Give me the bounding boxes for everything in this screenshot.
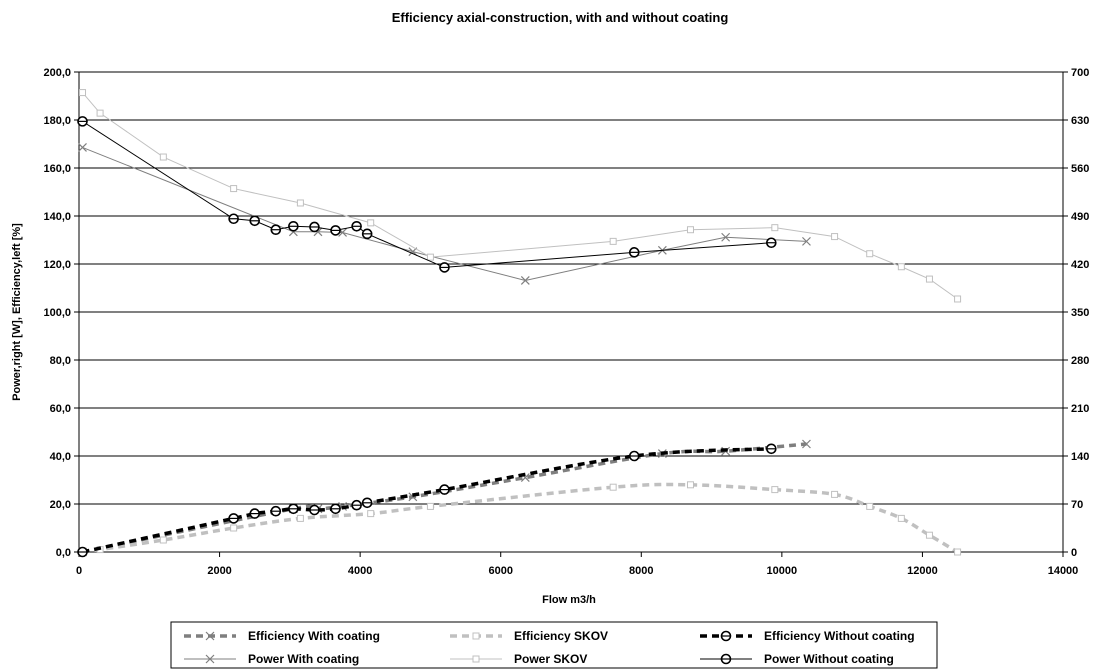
data-point	[771, 486, 779, 494]
data-point	[925, 275, 933, 283]
series-4	[79, 89, 962, 303]
y-right-tick-label: 350	[1071, 307, 1089, 319]
data-point	[802, 236, 811, 246]
legend-label: Efficiency With coating	[248, 629, 380, 643]
y-right-tick-label: 140	[1071, 451, 1089, 463]
data-point	[686, 226, 694, 234]
legend-item: Efficiency Without coating	[700, 629, 915, 643]
y-right-tick-label: 70	[1071, 499, 1083, 511]
x-tick-label: 12000	[907, 565, 938, 577]
y-left-tick-label: 120,0	[43, 259, 71, 271]
x-tick-label: 2000	[207, 565, 231, 577]
data-point	[230, 185, 238, 193]
data-point	[609, 237, 617, 245]
y-left-tick-label: 200,0	[43, 67, 71, 79]
series-line	[82, 447, 772, 554]
y-right-tick-label: 560	[1071, 163, 1089, 175]
y-right-tick-label: 420	[1071, 259, 1089, 271]
data-point	[426, 253, 434, 261]
series-1	[79, 481, 962, 556]
y-left-tick-label: 140,0	[43, 211, 71, 223]
data-point	[925, 531, 933, 539]
legend-marker	[205, 654, 215, 664]
series-2	[77, 443, 777, 558]
legend-item: Power Without coating	[700, 652, 894, 666]
x-tick-label: 0	[76, 565, 82, 577]
data-point	[296, 199, 304, 207]
y-left-tick-label: 180,0	[43, 115, 71, 127]
data-point	[367, 219, 375, 227]
series-line	[82, 482, 959, 554]
legend-item: Power SKOV	[450, 652, 587, 666]
legend-label: Power With coating	[248, 652, 359, 666]
legend-label: Power Without coating	[764, 652, 894, 666]
data-point	[79, 89, 87, 97]
legend-label: Power SKOV	[514, 652, 587, 666]
chart-title: Efficiency axial-construction, with and …	[392, 10, 729, 25]
y-right-tick-label: 210	[1071, 403, 1089, 415]
data-point	[96, 109, 104, 117]
legend-item: Power With coating	[184, 652, 359, 666]
y-left-tick-label: 60,0	[50, 403, 71, 415]
x-axis-label: Flow m3/h	[542, 594, 596, 606]
data-point	[721, 232, 731, 242]
data-point	[897, 514, 905, 522]
y-left-tick-label: 20,0	[50, 499, 71, 511]
data-point	[954, 295, 962, 303]
legend-label: Efficiency Without coating	[764, 629, 915, 643]
y-right-tick-label: 630	[1071, 115, 1089, 127]
y-left-tick-label: 80,0	[50, 355, 71, 367]
data-point	[831, 490, 839, 498]
data-point	[686, 481, 694, 489]
legend-marker	[205, 631, 215, 641]
data-point	[771, 224, 779, 232]
x-tick-label: 8000	[629, 565, 653, 577]
data-point	[520, 276, 530, 285]
data-point	[159, 536, 167, 544]
y-left-tick-label: 100,0	[43, 307, 71, 319]
y-left-tick-label: 160,0	[43, 163, 71, 175]
legend-item: Efficiency SKOV	[450, 629, 608, 643]
legend-marker	[472, 655, 480, 663]
series-0	[78, 439, 811, 557]
data-point	[78, 143, 87, 152]
y-left-tick-label: 0,0	[56, 547, 71, 559]
data-point	[897, 263, 905, 271]
y-left-tick-label: 40,0	[50, 451, 71, 463]
legend-label: Efficiency SKOV	[514, 629, 608, 643]
x-tick-label: 6000	[488, 565, 512, 577]
data-point	[831, 233, 839, 241]
y-axis-label-left: Power,right [W], Efficiency,left [%]	[11, 223, 23, 401]
series-line	[82, 146, 807, 281]
x-tick-label: 4000	[348, 565, 372, 577]
data-point	[230, 524, 238, 532]
y-right-tick-label: 490	[1071, 211, 1089, 223]
data-point	[296, 514, 304, 522]
legend-marker	[472, 632, 480, 640]
data-point	[802, 439, 811, 449]
data-point	[954, 548, 962, 556]
series-line	[82, 120, 772, 268]
data-point	[609, 483, 617, 491]
x-tick-label: 10000	[767, 565, 798, 577]
y-right-tick-label: 280	[1071, 355, 1089, 367]
data-point	[866, 502, 874, 510]
series-line	[82, 92, 958, 300]
legend-item: Efficiency With coating	[184, 629, 380, 643]
x-tick-label: 14000	[1048, 565, 1079, 577]
legend-box	[170, 621, 938, 669]
series-5	[77, 116, 777, 273]
data-point	[426, 502, 434, 510]
y-right-tick-label: 0	[1071, 547, 1077, 559]
data-point	[367, 510, 375, 518]
data-point	[866, 250, 874, 258]
data-point	[159, 153, 167, 161]
y-right-tick-label: 700	[1071, 67, 1089, 79]
